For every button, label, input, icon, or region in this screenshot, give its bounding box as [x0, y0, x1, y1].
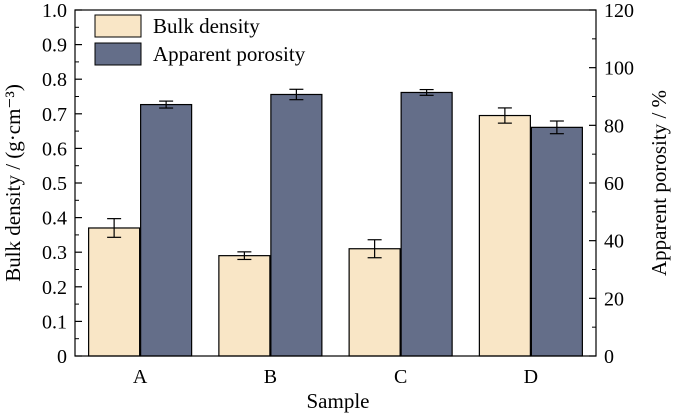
x-tick-label: C: [394, 366, 407, 388]
error-bar-apparent-porosity: [289, 88, 304, 101]
right-tick-label: 60: [604, 173, 624, 195]
legend-swatch-apparent-porosity: [94, 42, 142, 66]
right-tick-label: 100: [604, 58, 634, 80]
left-tick-label: 0.6: [42, 138, 67, 160]
left-tick-label: 1.0: [42, 0, 67, 22]
bar-bulk-density: [88, 227, 141, 357]
right-tick-label: 120: [604, 0, 634, 22]
error-bar-bulk-density: [497, 107, 512, 124]
x-tick-label: D: [524, 366, 538, 388]
error-bar-bulk-density: [367, 239, 382, 259]
left-tick-label: 0.8: [42, 69, 67, 91]
error-bar-apparent-porosity: [549, 120, 564, 135]
legend-label-bulk-density: Bulk density: [153, 14, 260, 38]
right-axis-title: Apparent porosity / %: [647, 90, 671, 276]
left-tick-label: 0.7: [42, 104, 67, 126]
legend: Bulk density Apparent porosity: [94, 14, 306, 66]
left-tick-label: 0.3: [42, 242, 67, 264]
error-bar-apparent-porosity: [159, 100, 174, 109]
bars: [88, 91, 583, 357]
legend-label-apparent-porosity: Apparent porosity: [153, 42, 306, 66]
right-axis-ticks: 0 20 40 60 80 100 120: [589, 0, 634, 368]
x-tick-label: A: [133, 366, 148, 388]
left-tick-label: 0.9: [42, 35, 67, 57]
left-tick-label: 0.4: [42, 208, 67, 230]
left-tick-label: 0.1: [42, 311, 67, 333]
left-tick-label: 0.5: [42, 173, 67, 195]
left-axis-ticks: 0 0.1 0.2 0.3 0.4 0.5 0.6 0.7 0.8 0.9 1.0: [42, 0, 82, 368]
error-bar-bulk-density: [107, 218, 122, 238]
bar-bulk-density: [348, 248, 401, 357]
left-axis-title: Bulk density / (g·cm⁻³): [1, 84, 25, 282]
x-tick-label: B: [264, 366, 277, 388]
bar-apparent-porosity: [270, 93, 323, 357]
bar-apparent-porosity: [140, 103, 193, 357]
right-tick-label: 40: [604, 231, 624, 253]
error-bar-apparent-porosity: [419, 88, 434, 96]
right-tick-label: 0: [604, 346, 614, 368]
bar-bulk-density: [218, 255, 271, 357]
error-bars: [107, 88, 564, 261]
x-axis-ticks: A B C D: [133, 349, 538, 388]
x-axis-title: Sample: [307, 389, 370, 413]
right-tick-label: 80: [604, 115, 624, 137]
right-tick-label: 20: [604, 288, 624, 310]
bar-apparent-porosity: [400, 91, 453, 357]
left-tick-label: 0.2: [42, 277, 67, 299]
legend-swatch-bulk-density: [94, 14, 142, 38]
bar-apparent-porosity: [530, 126, 583, 357]
bar-bulk-density: [478, 114, 531, 357]
left-tick-label: 0: [57, 346, 67, 368]
error-bar-bulk-density: [237, 251, 252, 261]
